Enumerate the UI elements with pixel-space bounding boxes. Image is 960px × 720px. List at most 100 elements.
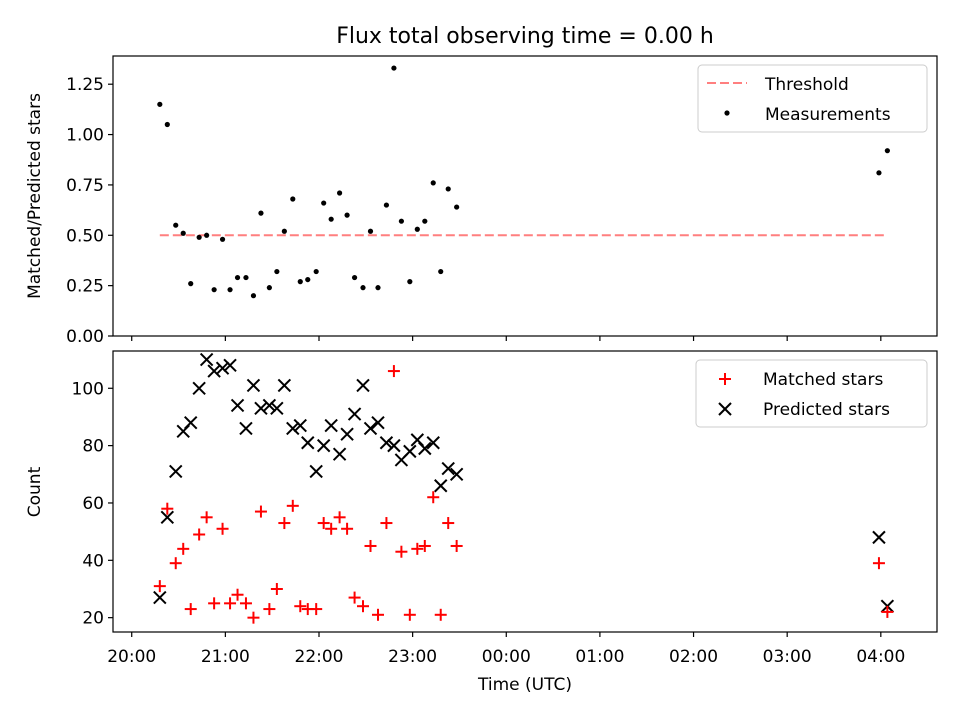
ratio-y-tick-label: 0.00 [66,327,104,347]
predicted-legend-swatch [718,402,732,416]
count-panel: 20 40 60 80 100 20:00 21:00 22:00 23:00 00:00 01:… [25,350,938,695]
predicted-star-point [371,415,385,430]
matched-star-point [153,580,166,593]
matched-star-point [325,522,338,535]
measurement-point [196,234,202,240]
matched-star-point [184,603,197,616]
predicted-star-point [387,438,401,453]
predicted-star-point [169,464,183,479]
ratio-y-axis-label: Matched/Predicted stars [25,93,45,299]
ratio-y-tick-label: 1.00 [66,126,104,146]
measurement-point [157,101,163,107]
count-x-tick-label: 22:00 [295,647,344,667]
predicted-star-point [347,407,362,421]
measurement-point [281,228,287,234]
ratio-marks [157,65,890,299]
count-y-tick-label: 60 [82,494,104,514]
predicted-star-point [184,415,198,430]
predicted-star-point [192,381,206,395]
predicted-star-point [215,361,230,375]
measurement-point [297,279,303,285]
matched-star-point [418,539,431,552]
measurement-point [337,190,343,196]
measurement-point [351,274,358,281]
predicted-legend-label: Predicted stars [763,400,890,420]
measurement-point [438,268,444,275]
matched-star-point [881,605,894,618]
ratio-plot-frame [112,55,938,337]
matched-star-point [380,517,393,530]
measurement-point [328,216,334,222]
predicted-star-point [199,352,214,367]
count-y-axis: 20 40 60 80 100 [72,379,113,629]
predicted-star-point [246,378,261,393]
count-x-tick-label: 21:00 [201,647,250,667]
predicted-star-point [239,421,253,436]
predicted-star-point [324,418,338,433]
predicted-star-point [223,358,237,373]
matched-star-point [270,582,283,595]
measurement-point [414,226,420,232]
measurement-point [398,218,404,224]
count-x-tick-label: 23:00 [388,647,437,667]
predicted-star-point [230,398,245,413]
predicted-star-point [356,378,370,393]
count-x-tick-label: 00:00 [482,647,531,667]
predicted-star-point [418,441,432,456]
measurement-point [290,196,296,202]
measurements-legend-swatch [724,110,730,116]
count-y-tick-label: 20 [82,609,104,629]
predicted-star-point [262,398,277,413]
matched-star-point [427,491,440,504]
measurement-point [430,180,436,186]
measurement-point [266,285,272,291]
matched-star-point [310,603,323,616]
predicted-star-point [340,427,354,441]
predicted-star-point [403,444,417,459]
predicted-star-point [160,510,175,525]
measurement-point [173,222,179,228]
matched-star-point [434,608,447,621]
matched-star-point [387,365,400,378]
predicted-star-point [270,401,284,416]
measurement-point [219,236,226,242]
matched-star-point [450,539,463,552]
count-x-tick-label: 02:00 [669,647,718,667]
predicted-star-point [434,479,448,493]
count-marks [153,352,895,624]
matched-star-point [278,517,291,530]
matched-star-point [216,522,229,535]
predicted-star-point [153,590,167,605]
measurements-legend-label: Measurements [765,105,891,125]
matched-star-point [403,608,416,621]
matched-star-point [286,499,299,512]
predicted-star-point [379,436,394,450]
measurement-point [164,121,170,128]
matched-star-point [177,542,190,555]
measurement-point [204,232,210,238]
predicted-star-point [441,461,455,476]
matched-star-point [161,502,174,515]
matched-legend-swatch [719,373,731,385]
matched-star-point [364,539,377,552]
predicted-star-point [316,438,331,453]
measurement-point [321,200,327,206]
measurement-point [876,170,882,176]
matched-star-point [341,522,354,535]
ratio-y-tick-label: 0.25 [66,277,104,297]
predicted-star-point [301,436,315,450]
matched-star-point [872,557,885,570]
count-x-axis: 20:00 21:00 22:00 23:00 00:00 01:00 02:00 03:00… [107,632,905,667]
ratio-legend-box [697,64,928,133]
measurement-point [274,268,280,275]
measurement-point [375,285,381,291]
matched-star-point [333,511,346,524]
matched-star-point [231,588,244,601]
measurement-point [344,212,350,218]
ratio-x-axis [131,336,882,341]
matched-star-point [208,597,221,610]
count-plot-frame [112,350,938,633]
predicted-star-point [426,436,440,450]
measurement-point [258,210,264,216]
